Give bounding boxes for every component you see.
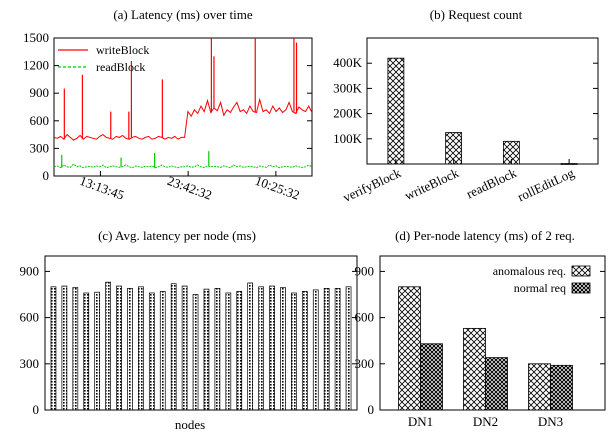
- chart-d-ytick-label: 0: [368, 402, 375, 417]
- node-bar: [345, 286, 352, 411]
- node-bar: [236, 291, 243, 411]
- chart-a-plot-frame: [53, 37, 313, 177]
- chart-d-xtick-label: DN1: [408, 414, 433, 429]
- legend-label-writeBlock: writeBlock: [96, 43, 149, 57]
- node-bar: [105, 281, 111, 411]
- chart-c-ytick-label: 0: [33, 402, 40, 417]
- legend-label-readBlock: readBlock: [96, 60, 145, 74]
- chart-d-xtick-label: DN2: [473, 414, 498, 429]
- legend-swatch-normal: [571, 282, 591, 294]
- node-bar: [138, 286, 144, 411]
- chart-c-ytick-label: 300: [20, 356, 40, 371]
- node-bar: [214, 287, 221, 411]
- legend-label-normal: normal req: [514, 281, 566, 295]
- chart-b-title: (b) Request count: [430, 7, 523, 22]
- chart-a-xtick-label: 23:42:32: [165, 173, 214, 203]
- chart-c-ytick-label: 900: [20, 263, 40, 278]
- chart-c-xlabel: nodes: [175, 417, 205, 432]
- panel-b-request-count: (b) Request count 100K 200K 300K 400K verif…: [333, 7, 599, 205]
- node-bar: [127, 287, 133, 411]
- bar-DN3-normal: [550, 364, 573, 411]
- chart-d-xtick-label: DN3: [538, 414, 563, 429]
- chart-b-xtick-label: rollEditLog: [515, 165, 577, 204]
- node-bar: [83, 292, 90, 411]
- chart-a-ytick-label: 1200: [23, 58, 49, 73]
- chart-a-xtick-label: 10:25:32: [253, 173, 302, 203]
- chart-b-xtick-label: writeBlock: [402, 165, 461, 203]
- bar-DN2-anomalous: [463, 327, 486, 411]
- chart-d-ytick-label: 900: [355, 263, 375, 278]
- node-bar: [192, 294, 199, 411]
- node-bar: [225, 292, 232, 411]
- bar-verifyBlock: [387, 57, 405, 165]
- chart-a-ytick-label: 900: [30, 85, 50, 100]
- node-bar: [72, 287, 79, 411]
- node-bar: [116, 285, 122, 411]
- node-bar: [312, 289, 319, 411]
- chart-c-ytick-label: 600: [20, 310, 40, 325]
- node-bar: [269, 285, 275, 411]
- chart-a-ytick-label: 300: [30, 140, 50, 155]
- series-line-readBlock: [54, 163, 312, 169]
- chart-c-title: (c) Avg. latency per node (ms): [98, 228, 256, 243]
- chart-b-ytick-label: 100K: [333, 131, 363, 146]
- chart-a-title: (a) Latency (ms) over time: [113, 7, 253, 22]
- chart-a-ytick-label: 600: [30, 113, 50, 128]
- node-bar: [247, 282, 254, 411]
- chart-c-plot-frame: [44, 255, 358, 411]
- chart-a-ytick-label: 1500: [23, 30, 49, 45]
- legend-label-anomalous: anomalous req.: [493, 264, 566, 278]
- chart-b-ytick-label: 300K: [333, 80, 363, 95]
- bar-DN2-normal: [485, 357, 508, 411]
- chart-b-xtick-label: verifyBlock: [341, 165, 404, 205]
- node-bar: [280, 287, 286, 411]
- node-bar: [203, 288, 210, 411]
- chart-b-ytick-label: 400K: [333, 55, 363, 70]
- chart-d-ytick-label: 600: [355, 310, 375, 325]
- node-bar: [170, 283, 177, 411]
- node-bar: [94, 291, 101, 411]
- chart-a-ytick-label: 0: [43, 168, 50, 183]
- node-bar: [148, 292, 155, 411]
- bar-DN3-anomalous: [528, 363, 551, 411]
- node-bar: [301, 291, 308, 411]
- chart-b-ytick-label: 200K: [333, 106, 363, 121]
- panel-a-latency-over-time: (a) Latency (ms) over time 0 300 600 900 120…: [23, 7, 313, 203]
- bar-DN1-anomalous: [398, 286, 421, 411]
- legend-swatch-anomalous: [571, 265, 591, 277]
- chart-a-xtick-label: 13:13:45: [78, 173, 127, 203]
- chart-a-legend: writeBlock readBlock: [58, 43, 149, 74]
- node-bar: [258, 286, 264, 411]
- series-line-writeBlock: [54, 97, 312, 141]
- panel-d-per-node-latency: (d) Per-node latency (ms) of 2 req. 0 300…: [355, 228, 606, 429]
- panel-c-avg-latency-per-node: (c) Avg. latency per node (ms) 0 300 600 90…: [20, 228, 358, 432]
- bar-DN1-normal: [420, 343, 443, 411]
- chart-b-plot-frame: [366, 37, 599, 165]
- node-bar: [181, 285, 188, 411]
- node-bar: [334, 287, 341, 411]
- node-bar: [323, 287, 330, 411]
- node-bar: [291, 292, 297, 411]
- chart-d-legend: anomalous req. normal req: [493, 264, 591, 295]
- chart-d-ytick-label: 300: [355, 356, 375, 371]
- node-bar: [50, 286, 57, 411]
- node-bar: [61, 285, 68, 411]
- node-bar: [159, 291, 166, 411]
- chart-b-xtick-label: readBlock: [464, 165, 519, 201]
- chart-d-title: (d) Per-node latency (ms) of 2 req.: [395, 228, 575, 243]
